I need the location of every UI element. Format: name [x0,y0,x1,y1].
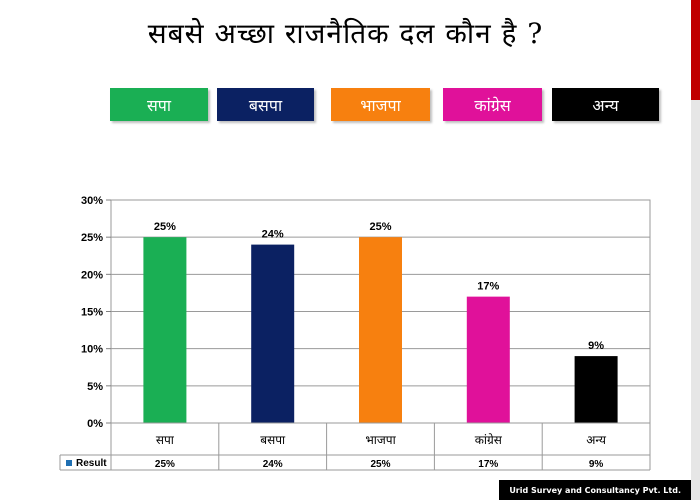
data-label: 25% [154,221,176,233]
legend-item-others: अन्य [552,88,659,121]
table-value: 25% [155,459,175,470]
y-tick-label: 0% [87,418,103,430]
table-value: 24% [263,459,283,470]
table-value: 17% [478,459,498,470]
table-value: 25% [370,459,390,470]
bar [574,356,618,423]
data-label: 25% [369,221,391,233]
y-tick-label: 30% [81,195,103,207]
y-tick-label: 10% [81,344,103,356]
category-label: भाजपा [365,433,396,447]
y-tick-label: 20% [81,269,103,281]
legend-item-congress: कांग्रेस [443,88,542,121]
category-label: बसपा [260,433,286,447]
category-label: अन्य [586,433,607,447]
legend-item-bjp: भाजपा [331,88,430,121]
series-key-label: Result [76,458,107,469]
bar [251,244,295,423]
category-label: सपा [156,433,175,447]
data-label: 9% [588,340,604,352]
table-value: 9% [589,459,604,470]
footer-credit: Urid Survey and Consultancy Pvt. Ltd. [499,480,691,500]
bar [359,237,402,423]
side-strip [691,100,700,500]
data-label: 24% [262,229,284,241]
y-tick-label: 15% [81,307,103,319]
bar [143,237,187,423]
bar [466,296,510,423]
legend-item-basapa: बसपा [217,88,314,121]
bar-chart: 0% 5% 10% 15% 20% 25% 30% 25% 24% 25% 17% 9% सपा 25% ब… [0,180,691,480]
data-label: 17% [477,281,499,293]
category-label: कांग्रेस [475,433,503,447]
chart-svg: 0% 5% 10% 15% 20% 25% 30% 25% 24% 25% 17% 9% सपा 25% ब… [59,195,651,471]
legend-item-sapa: सपा [110,88,208,121]
series-key-marker [66,460,72,466]
y-tick-label: 25% [81,232,103,244]
page-title: सबसे अच्छा राजनैतिक दल कौन है ? [147,17,544,50]
y-tick-label: 5% [87,381,103,393]
accent-strip [691,0,700,100]
